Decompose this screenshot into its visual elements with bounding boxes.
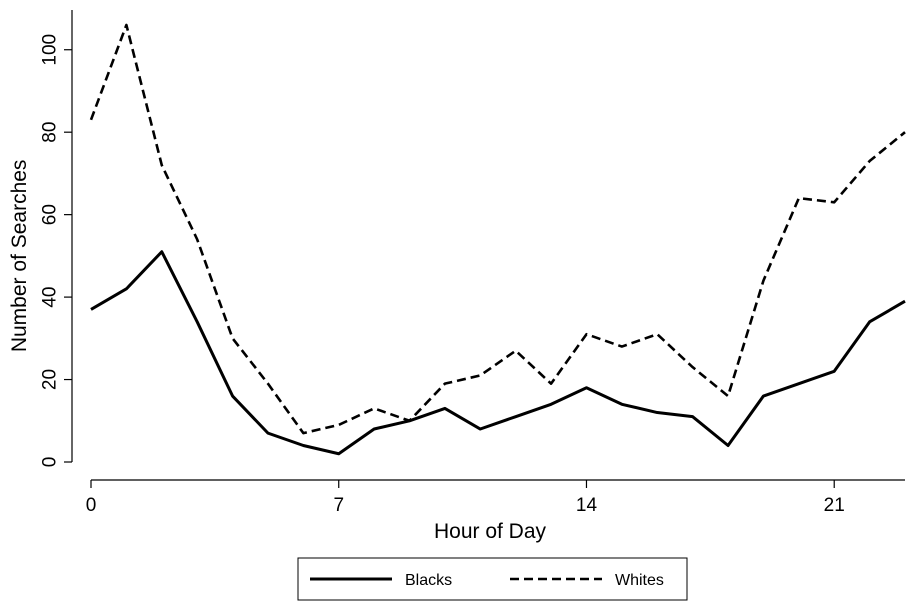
x-axis-title: Hour of Day	[434, 520, 547, 543]
y-tick-label: 100	[40, 34, 61, 66]
series-line-blacks	[90, 250, 906, 456]
x-tick-label: 14	[576, 495, 598, 516]
y-axis-title: Number of Searches	[8, 160, 31, 353]
y-tick-label: 60	[40, 204, 61, 225]
series-layer	[89, 23, 906, 456]
y-ticks: 0 20 40 60 80 100	[40, 34, 72, 468]
x-ticks: 0 7 14 21	[86, 480, 845, 516]
legend-label-whites: Whites	[615, 572, 664, 589]
x-tick-label: 7	[333, 495, 344, 516]
legend-label-blacks: Blacks	[405, 572, 452, 589]
x-tick-label: 0	[86, 495, 97, 516]
y-tick-label: 20	[40, 369, 61, 390]
y-tick-label: 40	[40, 287, 61, 308]
y-tick-label: 80	[40, 122, 61, 143]
legend: Blacks Whites	[297, 557, 688, 601]
series-line-whites	[89, 23, 906, 435]
axes	[71, 10, 905, 481]
x-tick-label: 21	[824, 495, 845, 516]
y-tick-label: 0	[40, 457, 61, 468]
